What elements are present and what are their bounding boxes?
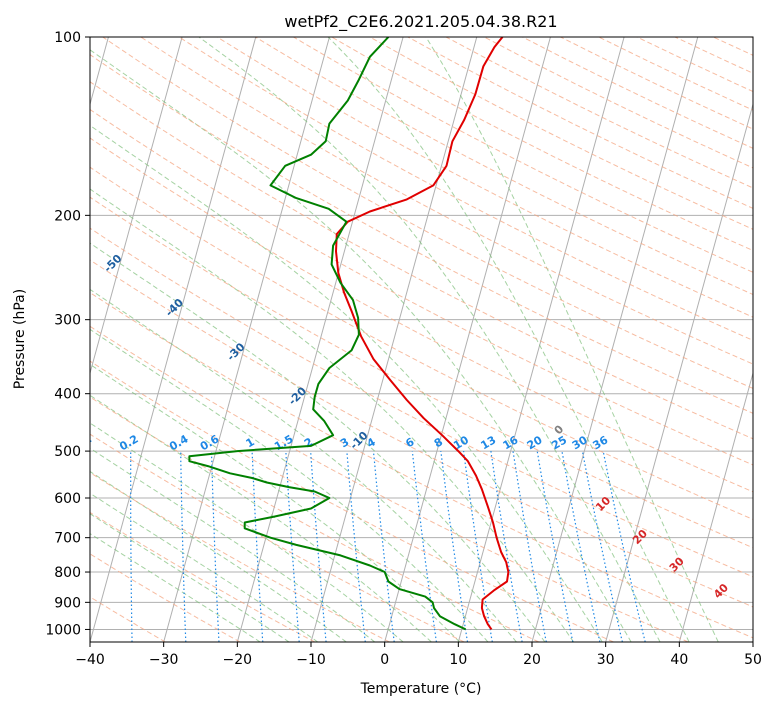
moist-adiabats	[90, 37, 719, 642]
moist-adiabat-line	[90, 470, 347, 642]
isotherm-line	[90, 37, 183, 376]
dry-adiabat-line	[90, 596, 166, 642]
y-tick-label: 500	[54, 444, 81, 460]
y-tick-label: 100	[54, 30, 81, 46]
isotherm-line	[678, 371, 753, 642]
isotherm-line	[90, 37, 257, 642]
dry-adiabat-line	[90, 292, 753, 639]
isotherm-line	[163, 37, 330, 642]
moist-adiabat-line	[90, 363, 461, 642]
x-tick-label: −20	[223, 652, 253, 668]
x-tick-label: 30	[597, 652, 615, 668]
y-tick-label: 900	[54, 595, 81, 611]
isotherm-line	[605, 102, 753, 642]
mixing-ratio-line	[463, 451, 493, 642]
dry-adiabat-line	[90, 81, 753, 440]
temperature-line	[335, 37, 510, 630]
moist-adiabat-line	[90, 328, 489, 642]
dry-adiabat-line	[90, 108, 753, 466]
dry-adiabat-line	[90, 227, 753, 578]
dry-adiabat-line	[90, 472, 390, 642]
sounding-series	[188, 37, 510, 631]
moist-adiabat-line	[90, 447, 376, 642]
x-tick-label: 50	[744, 652, 762, 668]
mixing-ratio-line	[440, 451, 469, 642]
moist-adiabat-line	[90, 124, 603, 642]
x-tick-label: 10	[449, 652, 467, 668]
x-axis-label: Temperature (°C)	[360, 681, 482, 697]
moist-adiabat-line	[90, 188, 574, 642]
dry-adiabat-line	[178, 37, 753, 341]
mixing-ratio-line	[581, 450, 623, 642]
dry-adiabat-line	[90, 137, 753, 493]
moist-adiabat-line	[90, 422, 404, 642]
y-tick-label: 800	[54, 565, 81, 581]
dry-adiabat-line	[90, 396, 540, 642]
y-axis-ticks: 100 200 300 400 500 600 700 800 900 1000	[45, 30, 90, 638]
dry-adiabat-line	[90, 166, 753, 520]
x-tick-label: −40	[75, 652, 105, 668]
y-tick-label: 200	[54, 208, 81, 224]
plot-area: 0.10.20.40.611.52346810131620253036-100-…	[70, 37, 753, 642]
x-axis-ticks: −40 −30 −20 −10 0 10 20 30 40 50	[75, 642, 762, 668]
dry-adiabat-line	[216, 37, 753, 318]
y-tick-label: 600	[54, 491, 81, 507]
moist-adiabat-line	[90, 492, 319, 642]
mixing-ratio-line	[372, 451, 395, 642]
mixing-ratio-lines	[130, 450, 646, 642]
x-tick-label: −30	[149, 652, 179, 668]
y-tick-label: 700	[54, 531, 81, 547]
dry-adiabat-line	[140, 37, 753, 365]
y-tick-label: 300	[54, 313, 81, 329]
x-tick-label: 0	[380, 652, 389, 668]
chart-title: wetPf2_C2E6.2021.205.04.38.R21	[284, 12, 557, 32]
mixing-ratio-line	[346, 451, 366, 642]
x-tick-label: 40	[670, 652, 688, 668]
mixing-ratio-line	[602, 450, 646, 642]
moist-adiabat-line	[425, 37, 719, 642]
dewpoint-line	[188, 37, 467, 631]
y-axis-label: Pressure (hPa)	[12, 289, 28, 389]
moist-adiabat-line	[90, 513, 290, 642]
isotherm-line	[236, 37, 404, 642]
x-tick-label: 20	[523, 652, 541, 668]
moist-adiabat-line	[198, 37, 661, 642]
dry-adiabat-line	[90, 360, 614, 642]
mixing-ratio-line	[411, 451, 437, 642]
isotherm-line	[310, 37, 478, 642]
grid-lines	[90, 37, 753, 642]
mixing-ratio-label: 0.1	[70, 432, 93, 453]
isotherm-line	[457, 37, 625, 642]
dry-adiabats	[90, 37, 753, 642]
plot-frame	[89, 36, 754, 643]
moist-adiabat-line	[90, 49, 632, 642]
dry-adiabat-line	[255, 37, 753, 296]
isotherm-line	[531, 37, 699, 642]
y-tick-label: 400	[54, 387, 81, 403]
mixing-ratio-line	[310, 451, 327, 642]
mixing-ratio-line	[561, 450, 601, 642]
x-tick-label: −10	[296, 652, 326, 668]
moist-adiabat-line	[90, 242, 546, 642]
dry-adiabat-line	[90, 553, 241, 642]
isotherm-line	[384, 37, 551, 642]
dry-adiabat-line	[90, 196, 753, 549]
dry-adiabat-line	[90, 259, 753, 608]
y-tick-label: 1000	[45, 622, 81, 638]
mixing-ratio-line	[536, 450, 574, 642]
